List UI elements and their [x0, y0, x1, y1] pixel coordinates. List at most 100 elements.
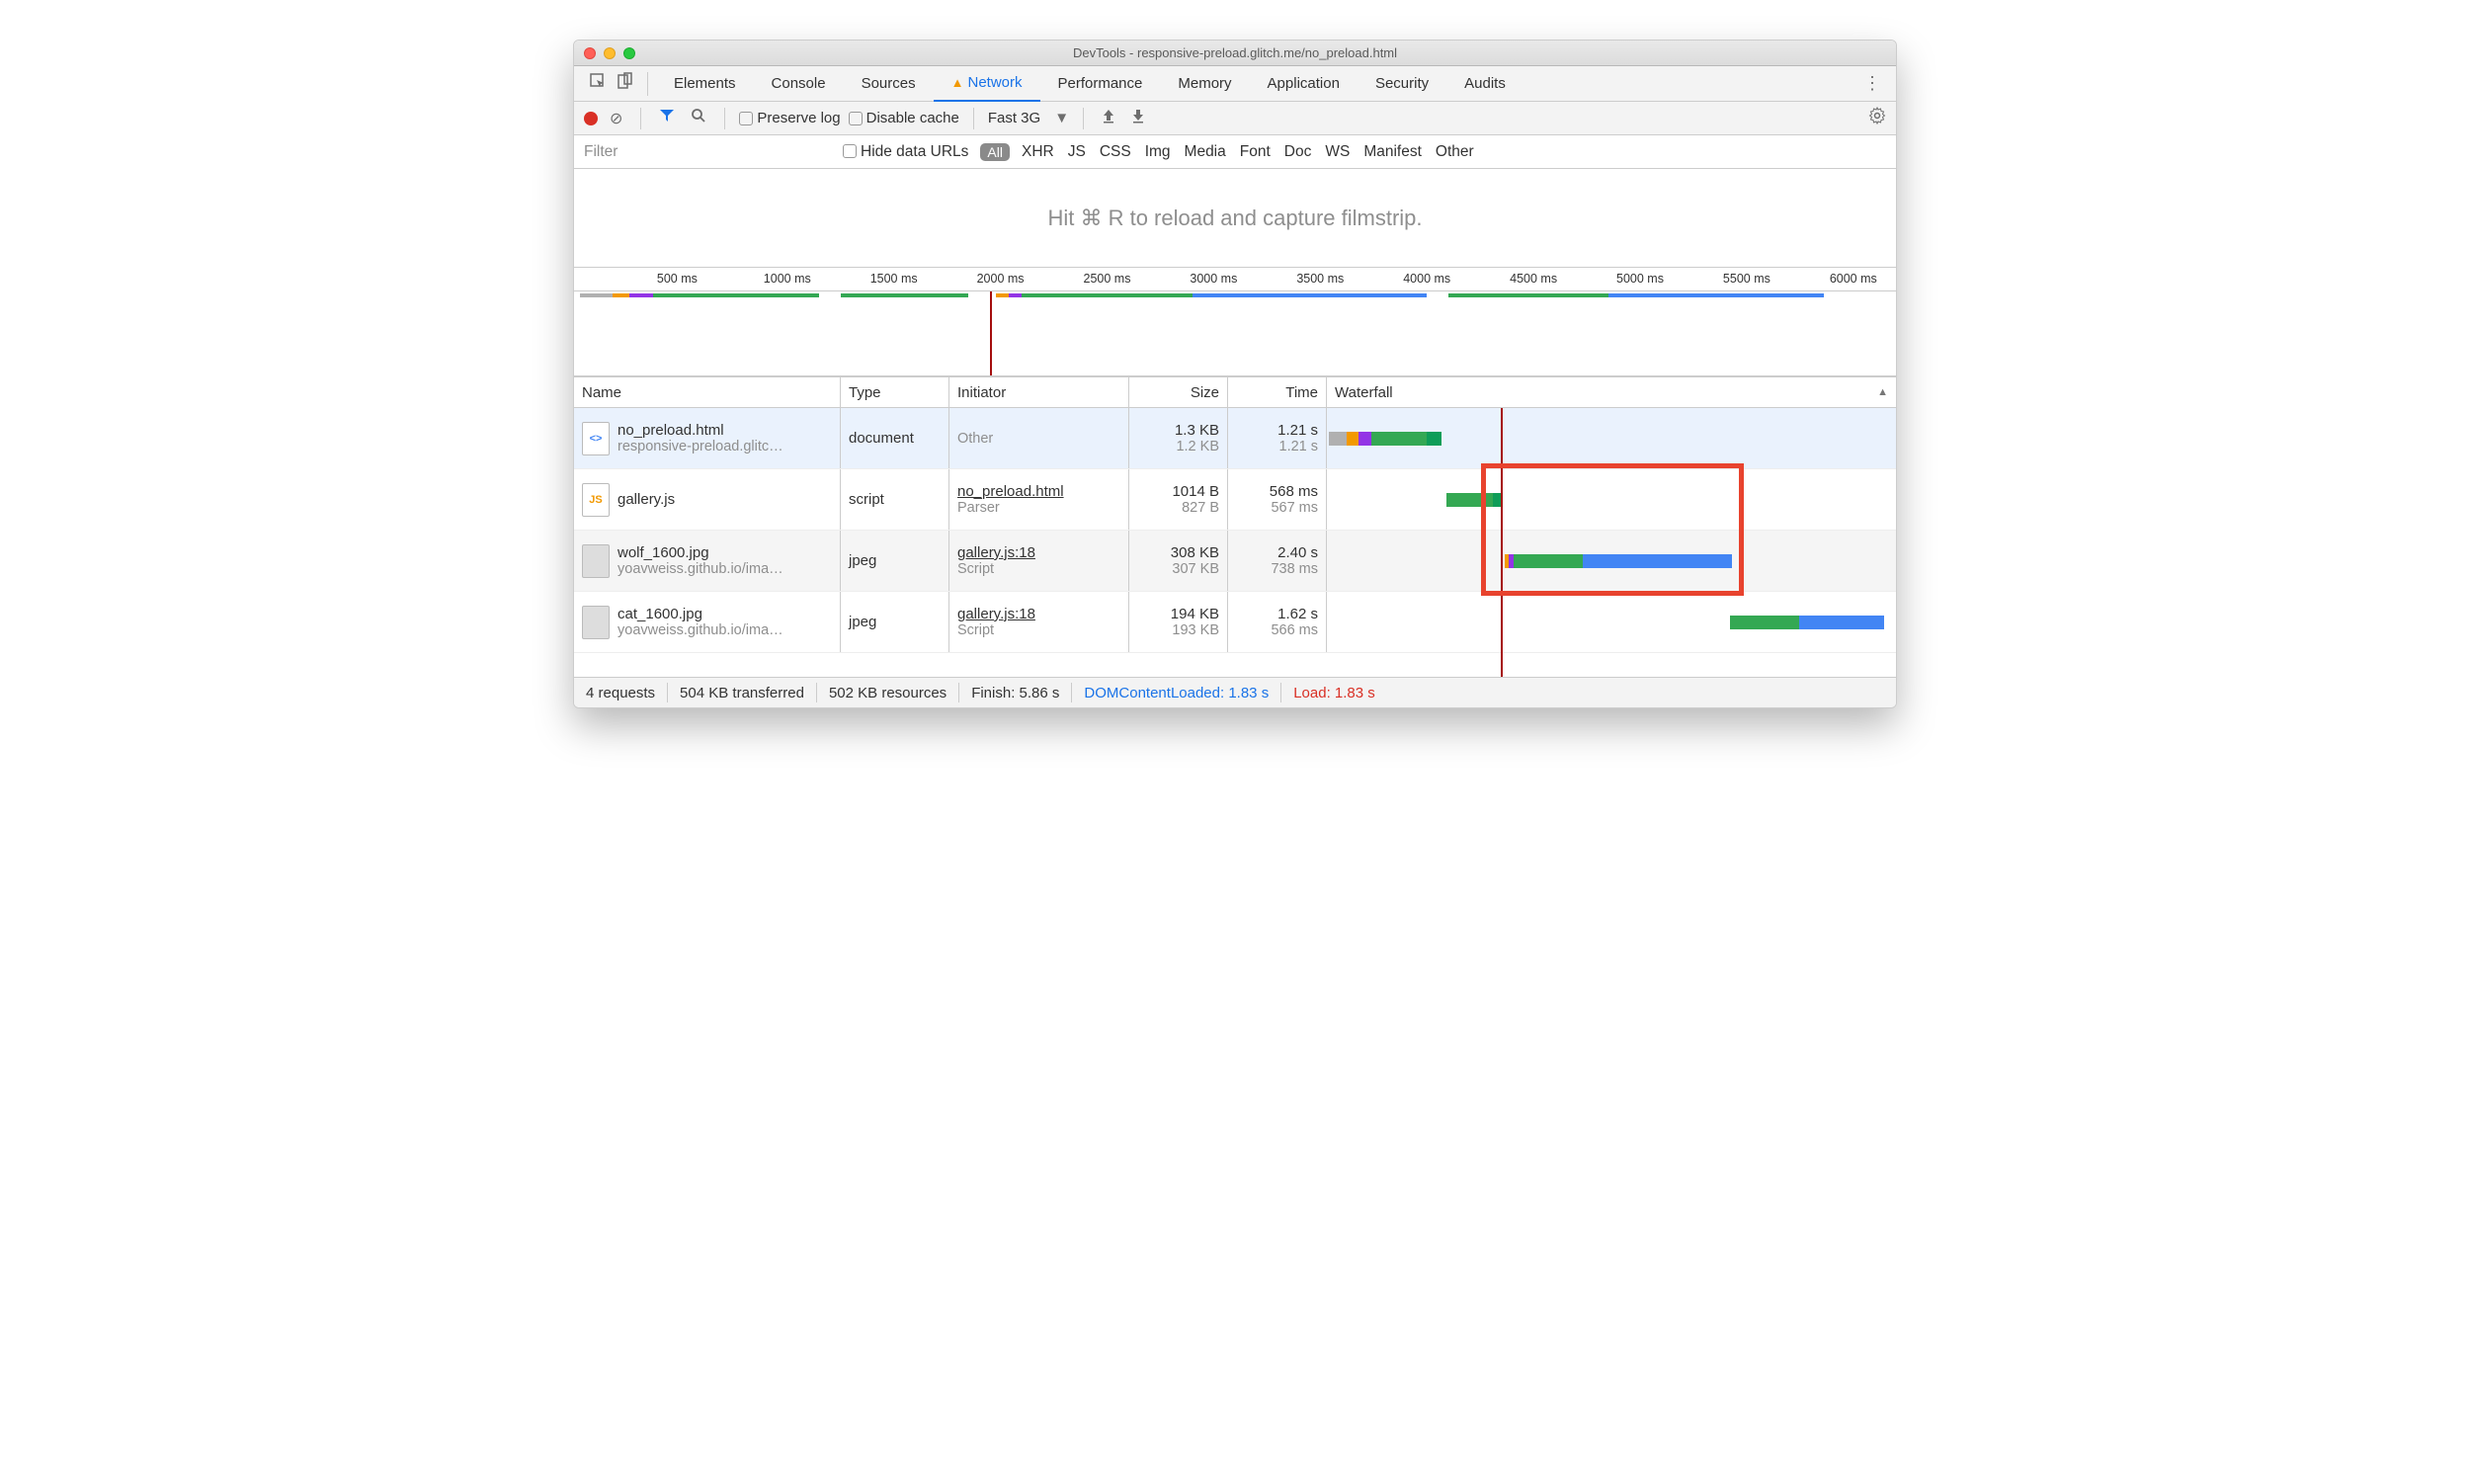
overview-body [574, 291, 1896, 375]
tab-security[interactable]: Security [1358, 66, 1446, 102]
settings-icon[interactable] [1868, 107, 1886, 129]
tab-label: Elements [674, 75, 736, 92]
search-icon[interactable] [687, 108, 710, 128]
initiator-type: Script [957, 561, 1120, 577]
tab-elements[interactable]: Elements [656, 66, 754, 102]
waterfall-segment [1583, 554, 1732, 568]
request-type: script [849, 491, 941, 508]
request-host: yoavweiss.github.io/ima… [618, 622, 783, 638]
request-type: jpeg [849, 552, 941, 569]
table-row[interactable]: <> no_preload.htmlresponsive-preload.glit… [574, 408, 1896, 469]
filter-type-img[interactable]: Img [1145, 143, 1171, 161]
throttling-value: Fast 3G [988, 110, 1040, 126]
device-toggle-icon[interactable] [612, 72, 639, 95]
summary-bar: 4 requests 504 KB transferred 502 KB res… [574, 678, 1896, 707]
record-button[interactable] [584, 112, 598, 125]
hide-data-urls-label: Hide data URLs [861, 143, 968, 160]
filter-icon[interactable] [655, 109, 679, 127]
tab-performance[interactable]: Performance [1040, 66, 1161, 102]
preserve-log-checkbox[interactable]: Preserve log [739, 110, 840, 126]
throttling-select[interactable]: Fast 3G ▼ [988, 110, 1069, 126]
overview-tick: 5000 ms [1616, 272, 1664, 286]
tab-audits[interactable]: Audits [1446, 66, 1523, 102]
warning-icon: ▲ [951, 75, 964, 90]
summary-requests: 4 requests [574, 685, 667, 701]
col-type[interactable]: Type [841, 377, 949, 407]
col-initiator[interactable]: Initiator [949, 377, 1129, 407]
hide-data-urls-checkbox[interactable]: Hide data URLs [843, 143, 968, 161]
upload-har-icon[interactable] [1098, 108, 1119, 128]
filter-type-css[interactable]: CSS [1100, 143, 1131, 161]
filter-type-media[interactable]: Media [1185, 143, 1226, 161]
col-waterfall[interactable]: Waterfall ▲ [1327, 377, 1896, 407]
download-har-icon[interactable] [1127, 108, 1149, 128]
table-row[interactable]: cat_1600.jpgyoavweiss.github.io/ima…jpeg… [574, 592, 1896, 653]
preserve-log-label: Preserve log [757, 110, 840, 126]
initiator[interactable]: gallery.js:18 [957, 606, 1120, 622]
tab-label: Application [1268, 75, 1340, 92]
overview-bar [1022, 293, 1193, 297]
filter-type-manifest[interactable]: Manifest [1363, 143, 1422, 161]
overview-tick: 1500 ms [870, 272, 918, 286]
tab-label: Console [772, 75, 826, 92]
inspect-icon[interactable] [584, 72, 612, 95]
filter-type-other[interactable]: Other [1436, 143, 1474, 161]
requests-table: Name Type Initiator Size Time Waterfall … [574, 376, 1896, 678]
overview-bar [1448, 293, 1608, 297]
tab-network[interactable]: ▲Network [934, 66, 1040, 102]
filter-type-font[interactable]: Font [1240, 143, 1271, 161]
size-transfer: 1.3 KB [1175, 422, 1219, 439]
col-size[interactable]: Size [1129, 377, 1228, 407]
waterfall-segment [1347, 432, 1358, 446]
disable-cache-checkbox[interactable]: Disable cache [849, 110, 959, 126]
file-icon: <> [582, 422, 610, 455]
request-name: no_preload.html [618, 422, 783, 439]
waterfall-segment [1730, 616, 1799, 629]
clear-icon[interactable]: ⊘ [606, 109, 626, 128]
filter-type-ws[interactable]: WS [1325, 143, 1350, 161]
more-icon[interactable]: ⋮ [1858, 73, 1886, 94]
tab-sources[interactable]: Sources [844, 66, 934, 102]
file-icon [582, 544, 610, 578]
size-resource: 827 B [1182, 500, 1219, 516]
overview-tick: 3000 ms [1190, 272, 1237, 286]
overview-bar [841, 293, 968, 297]
filter-all[interactable]: All [980, 143, 1010, 161]
overview-marker [990, 291, 992, 375]
request-type: jpeg [849, 614, 941, 630]
tab-application[interactable]: Application [1250, 66, 1358, 102]
size-transfer: 1014 B [1172, 483, 1219, 500]
tab-memory[interactable]: Memory [1160, 66, 1249, 102]
waterfall-segment [1329, 432, 1347, 446]
filter-input[interactable]: Filter [584, 143, 831, 161]
overview-bar [613, 293, 629, 297]
col-name[interactable]: Name [574, 377, 841, 407]
overview-tick: 3500 ms [1296, 272, 1344, 286]
initiator[interactable]: gallery.js:18 [957, 544, 1120, 561]
tab-console[interactable]: Console [754, 66, 844, 102]
table-row[interactable]: JSgallery.jsscriptno_preload.htmlParser1… [574, 469, 1896, 531]
size-resource: 193 KB [1172, 622, 1219, 638]
time-latency: 567 ms [1271, 500, 1318, 516]
summary-load: Load: 1.83 s [1281, 685, 1387, 701]
overview-tick: 2000 ms [977, 272, 1025, 286]
request-host: yoavweiss.github.io/ima… [618, 561, 783, 577]
col-time[interactable]: Time [1228, 377, 1327, 407]
waterfall-cell [1327, 408, 1896, 468]
initiator[interactable]: no_preload.html [957, 483, 1120, 500]
overview-tick: 1000 ms [764, 272, 811, 286]
filter-type-doc[interactable]: Doc [1284, 143, 1312, 161]
request-host: responsive-preload.glitc… [618, 439, 783, 454]
overview-bar [996, 293, 1009, 297]
overview-tick: 4500 ms [1510, 272, 1557, 286]
time-total: 1.21 s [1277, 422, 1318, 439]
table-row[interactable]: wolf_1600.jpgyoavweiss.github.io/ima…jpe… [574, 531, 1896, 592]
time-latency: 1.21 s [1279, 439, 1319, 454]
overview-bar [1608, 293, 1824, 297]
filter-type-xhr[interactable]: XHR [1022, 143, 1054, 161]
filter-type-js[interactable]: JS [1068, 143, 1086, 161]
network-toolbar: ⊘ Preserve log Disable cache Fast 3G ▼ [574, 102, 1896, 135]
overview-timeline[interactable]: 500 ms1000 ms1500 ms2000 ms2500 ms3000 m… [574, 268, 1896, 376]
overview-bar [1009, 293, 1022, 297]
initiator-type: Script [957, 622, 1120, 638]
